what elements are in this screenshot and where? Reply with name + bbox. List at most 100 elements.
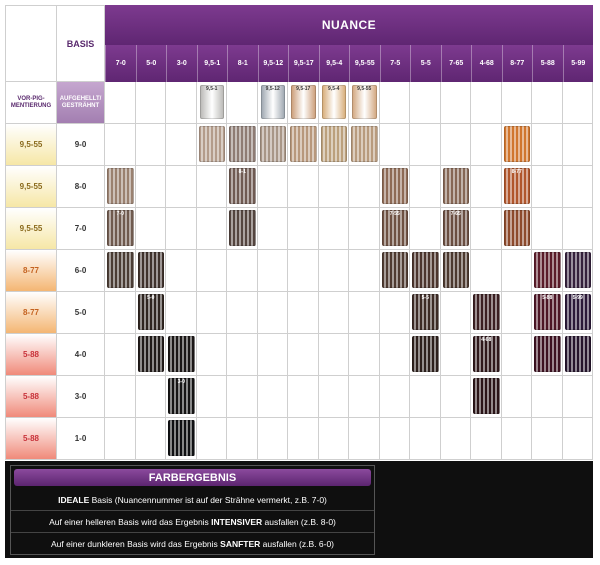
grid-cell bbox=[318, 208, 349, 250]
hair-swatch bbox=[442, 252, 469, 288]
legend-ideal-text: Basis (Nuancennummer ist auf der Strähne… bbox=[89, 495, 327, 505]
column-header-2: 3-0 bbox=[166, 45, 197, 82]
grid-cell bbox=[288, 208, 319, 250]
grid-cell bbox=[288, 250, 319, 292]
swatch-label: 9,5-17 bbox=[296, 86, 311, 92]
hair-swatch bbox=[442, 168, 469, 204]
grid-cell bbox=[105, 376, 136, 418]
grid-cell bbox=[440, 124, 471, 166]
grid-cell bbox=[501, 334, 532, 376]
nuance-header: NUANCE bbox=[105, 5, 593, 45]
grid-cell bbox=[257, 166, 288, 208]
top-row-cell bbox=[501, 82, 532, 124]
basis-cell: 5-0 bbox=[57, 292, 105, 334]
top-swatch: 9,5-12 bbox=[260, 85, 285, 119]
basis-cell: 7-0 bbox=[57, 208, 105, 250]
basis-cell: 8-0 bbox=[57, 166, 105, 208]
hair-swatch bbox=[564, 252, 591, 288]
grid-cell bbox=[471, 208, 502, 250]
grid-cell bbox=[166, 208, 197, 250]
swatch-label: 7-55 bbox=[389, 211, 400, 217]
grid-cell bbox=[257, 418, 288, 460]
hair-swatch bbox=[412, 336, 439, 372]
hair-swatch bbox=[198, 126, 225, 162]
top-row-cell bbox=[532, 82, 563, 124]
grid-cell bbox=[532, 376, 563, 418]
basis-cell: 6-0 bbox=[57, 250, 105, 292]
grid-cell bbox=[501, 376, 532, 418]
grid-cell bbox=[196, 376, 227, 418]
column-header-6: 9,5-17 bbox=[288, 45, 319, 82]
legend-sanfter-bold: SANFTER bbox=[220, 538, 261, 549]
hair-swatch bbox=[107, 252, 134, 288]
grid-cell bbox=[318, 376, 349, 418]
grid-cell bbox=[471, 418, 502, 460]
grid-cell bbox=[135, 376, 166, 418]
grid-cell bbox=[196, 208, 227, 250]
grid-cell bbox=[562, 208, 593, 250]
grid-cell bbox=[440, 418, 471, 460]
column-header-3: 9,5-1 bbox=[196, 45, 227, 82]
legend-box: FARBERGEBNIS IDEALE Basis (Nuancennummer… bbox=[10, 465, 375, 555]
hair-swatch bbox=[381, 168, 408, 204]
top-row-cell bbox=[379, 82, 410, 124]
pigment-cell: 9,5-55 bbox=[5, 166, 57, 208]
grid-cell bbox=[440, 376, 471, 418]
hair-swatch bbox=[290, 126, 317, 162]
grid-cell bbox=[257, 250, 288, 292]
grid-cell bbox=[318, 250, 349, 292]
pigment-cell: 9,5-55 bbox=[5, 124, 57, 166]
hair-swatch: 7-55 bbox=[381, 210, 408, 246]
grid-cell bbox=[196, 334, 227, 376]
swatch-label: 5-88 bbox=[542, 295, 553, 301]
grid-cell bbox=[562, 376, 593, 418]
grid-cell bbox=[257, 208, 288, 250]
top-row-cell bbox=[440, 82, 471, 124]
grid-cell bbox=[562, 418, 593, 460]
top-swatch: 9,5-17 bbox=[291, 85, 316, 119]
grid-cell bbox=[196, 250, 227, 292]
hair-swatch bbox=[534, 336, 561, 372]
aufgehellt-label: AUFGEHELLT/ GESTRÄHNT bbox=[57, 82, 105, 124]
hair-swatch bbox=[473, 294, 500, 330]
grid-cell bbox=[318, 334, 349, 376]
column-header-1: 5-0 bbox=[135, 45, 166, 82]
grid-cell bbox=[471, 124, 502, 166]
grid-cell bbox=[318, 418, 349, 460]
column-header-11: 7-65 bbox=[440, 45, 471, 82]
grid-cell bbox=[105, 292, 136, 334]
column-header-7: 9,5-4 bbox=[318, 45, 349, 82]
hair-swatch bbox=[137, 336, 164, 372]
top-row-cell bbox=[135, 82, 166, 124]
basis-cell: 1-0 bbox=[57, 418, 105, 460]
grid-cell bbox=[166, 250, 197, 292]
grid-cell bbox=[379, 418, 410, 460]
grid-cell bbox=[562, 124, 593, 166]
top-row-cell bbox=[410, 82, 441, 124]
grid-cell bbox=[227, 376, 258, 418]
grid-cell bbox=[135, 124, 166, 166]
top-swatch: 9,5-55 bbox=[352, 85, 377, 119]
legend-line-intensiver: Auf einer helleren Basis wird das Ergebn… bbox=[11, 510, 374, 532]
hair-swatch: 7-0 bbox=[107, 210, 134, 246]
pigment-cell: 5-88 bbox=[5, 376, 57, 418]
hair-swatch bbox=[503, 210, 530, 246]
hair-swatch bbox=[564, 336, 591, 372]
grid-cell bbox=[471, 250, 502, 292]
hair-swatch: 7-65 bbox=[442, 210, 469, 246]
grid-cell bbox=[166, 124, 197, 166]
grid-cell bbox=[227, 418, 258, 460]
hair-swatch bbox=[381, 252, 408, 288]
grid-cell bbox=[196, 292, 227, 334]
column-header-13: 8-77 bbox=[501, 45, 532, 82]
hair-swatch: 3-0 bbox=[168, 378, 195, 414]
grid-cell bbox=[532, 166, 563, 208]
basis-cell: 3-0 bbox=[57, 376, 105, 418]
swatch-label: 9,5-55 bbox=[357, 86, 372, 92]
grid-cell bbox=[379, 292, 410, 334]
grid-cell bbox=[532, 124, 563, 166]
basis-header: BASIS bbox=[57, 5, 105, 82]
column-header-4: 8-1 bbox=[227, 45, 258, 82]
pigment-cell: 9,5-55 bbox=[5, 208, 57, 250]
legend-line-ideal: IDEALE Basis (Nuancennummer ist auf der … bbox=[11, 490, 374, 510]
